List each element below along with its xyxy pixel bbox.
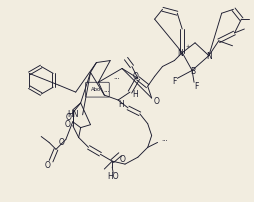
Text: ···: ··· (113, 76, 120, 82)
Text: ···: ··· (103, 89, 110, 95)
Text: O: O (120, 155, 126, 164)
Text: B: B (190, 67, 196, 76)
Text: O: O (59, 138, 65, 147)
Text: ···: ··· (161, 138, 168, 144)
Text: F: F (194, 82, 198, 91)
Text: O: O (44, 161, 50, 170)
Text: O: O (65, 120, 71, 129)
Text: F: F (172, 77, 177, 86)
Text: Abo: Abo (91, 87, 102, 92)
Text: +: + (185, 44, 189, 49)
Text: O: O (154, 97, 160, 105)
Text: H: H (118, 100, 124, 109)
Text: HN: HN (67, 110, 78, 119)
Text: N: N (206, 52, 212, 61)
Text: N: N (177, 49, 183, 58)
Text: O: O (66, 113, 72, 122)
Text: O: O (133, 72, 139, 81)
FancyBboxPatch shape (86, 82, 109, 97)
Text: HO: HO (107, 173, 119, 181)
Text: H: H (132, 90, 138, 99)
